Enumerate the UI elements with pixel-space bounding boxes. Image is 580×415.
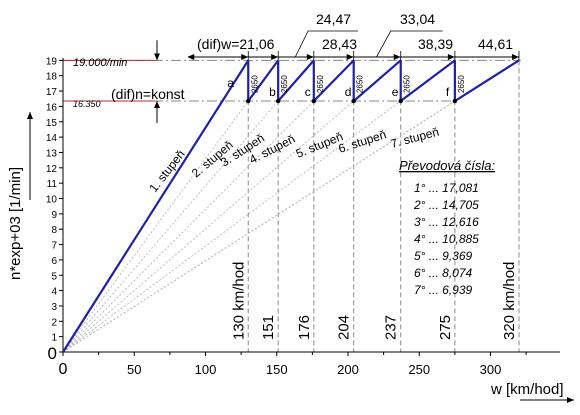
speed-label-4: 204 [336,315,353,340]
shift-point-5 [398,98,403,104]
delta-n-label: (dif)n=konst [111,86,185,102]
dw-lower-label-1: 28,43 [322,36,357,52]
drop-label-3: 2650 [316,75,325,93]
speed-label-1: 130 km/hod [230,262,247,340]
drop-label-5: 2650 [403,75,412,93]
ratio-row-6: 6° ... 8,074 [414,266,472,280]
y-tick-label: 15 [46,118,58,129]
dimension-arrow-1 [241,54,249,60]
x-tick-label: 50 [127,362,141,377]
leader-upper-2 [376,30,443,58]
ratio-row-4: 4° ... 10,885 [414,232,479,246]
point-label-b: b [269,85,276,99]
ratio-ray-3 [62,100,279,353]
y-tick-label: 19 [46,56,58,67]
leader-upper-1 [294,30,359,58]
drop-label-1: 2650 [250,75,259,93]
n-min-label: 16.350 [73,99,101,109]
ratio-row-3: 3° ... 12,616 [414,215,479,229]
point-label-f: f [446,85,450,99]
shift-point-4 [351,98,356,104]
x-tick-label: 300 [480,362,502,377]
x-tick-label: 250 [408,362,430,377]
y-tick-label: 13 [46,148,58,159]
shift-point-6 [452,98,458,104]
gear-label-6: 6. stupeň [337,127,388,156]
dimension-arrow-6 [447,54,455,60]
gear-line-7 [454,59,520,102]
x-tick-label: 150 [266,362,288,377]
x-tick-label: 200 [337,362,359,377]
dw-first-label: (dif)w=21,06 [197,36,275,52]
dimension-arrow-5 [393,54,401,60]
x-tick-label: 0 [59,361,68,378]
speed-label-7: 320 km/hod [501,262,518,340]
dimension-arrow-3 [306,54,314,60]
gear-line-1 [62,59,250,353]
dimension-arrow-end [512,54,519,60]
speed-label-3: 176 [296,315,313,340]
dimension-arrow-4 [346,54,354,60]
gear-line-4 [313,59,355,102]
ratio-ray-2 [62,100,249,353]
dw-upper-label-1: 24,47 [316,11,351,27]
y-tick-label: 7 [51,241,57,252]
ratio-row-1: 1° ... 17,081 [414,181,479,195]
y-tick-label: 8 [51,225,57,236]
y-tick-label: 12 [46,164,58,175]
y-tick-label: 17 [46,87,58,98]
drop-label-4: 2650 [356,75,365,93]
point-label-e: e [392,85,399,99]
gear-label-7: 7. stupeň [389,125,440,151]
n-max-label: 19.000/min [73,57,127,69]
shift-point-3 [311,98,316,104]
y-tick-label: 4 [51,287,57,298]
shift-point-2 [275,98,281,104]
ratio-row-7: 7° ... 6,939 [414,283,472,297]
speed-label-5: 237 [383,315,400,340]
dw-lower-label-2: 38,39 [418,36,453,52]
ratio-title: Převodová čísla: [399,158,495,173]
x-tick-label: 100 [195,362,217,377]
y-tick-label: 9 [51,210,57,221]
x-axis-label: w [km/hod] [490,381,564,398]
ratio-row-2: 2° ... 14,705 [413,198,479,212]
speed-label-2: 151 [260,315,277,340]
dw-upper-label-2: 33,04 [400,11,435,27]
point-label-d: d [345,85,352,99]
y-tick-label: 11 [47,179,58,190]
drop-label-2: 2650 [280,75,289,93]
gear-line-3 [277,59,315,102]
y-tick-label: 5 [51,271,57,282]
guide-lines [62,59,521,353]
dimension-annotations [154,30,520,124]
y-tick-label: 10 [46,195,58,206]
y-tick-label: 3 [51,302,57,313]
dw-lower-label-3: 44,61 [478,36,513,52]
y-tick-label: 0 [48,344,57,363]
ratio-ray-4 [62,100,315,353]
drop-label-6: 2650 [457,75,466,93]
gear-line-2 [247,59,280,102]
speed-label-6: 275 [437,315,454,340]
ratio-row-5: 5° ... 9,369 [414,249,472,263]
y-axis-label: n*exp+03 [1/min] [7,167,24,280]
y-tick-label: 2 [51,317,57,328]
shift-point-1 [246,98,251,104]
gear-line-6 [400,59,456,102]
y-tick-label: 14 [46,133,58,144]
axes [27,58,574,403]
y-tick-label: 6 [51,256,57,267]
dimension-arrow-2 [271,54,279,60]
point-label-c: c [305,85,311,99]
gear-line-5 [352,59,402,102]
y-tick-label: 1 [51,333,57,344]
y-tick-label: 18 [46,72,58,83]
ratio-ray-5 [62,100,354,353]
y-tick-label: 16 [46,102,58,113]
point-label-a: a [227,76,234,90]
